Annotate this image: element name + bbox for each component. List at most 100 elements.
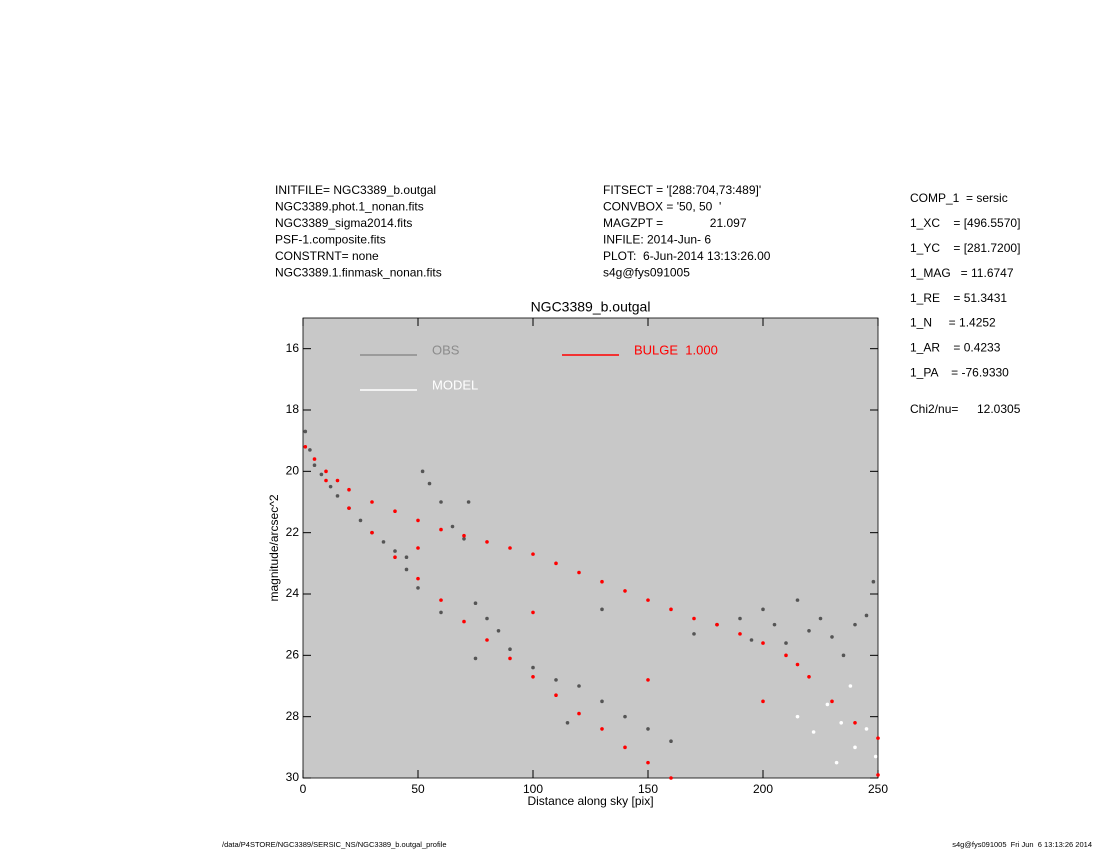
data-point <box>420 469 425 474</box>
legend-label: MODEL <box>432 377 478 392</box>
data-point <box>577 711 581 716</box>
fit-parameter: COMP_1 = sersic <box>910 191 1008 205</box>
data-point <box>795 662 800 667</box>
data-point <box>830 635 834 639</box>
header-middle-line: FITSECT = '[288:704,73:489]' <box>603 183 761 197</box>
data-point <box>485 540 489 544</box>
legend-label: BULGE 1.000 <box>634 342 718 357</box>
data-point <box>416 546 420 550</box>
data-point <box>404 567 409 572</box>
y-tick-label: 16 <box>286 341 300 355</box>
data-point <box>811 730 816 734</box>
data-point <box>485 638 489 642</box>
data-point <box>508 656 512 661</box>
fit-parameter: 1_N = 1.4252 <box>910 316 996 330</box>
x-tick-label: 50 <box>411 782 425 796</box>
data-point <box>623 714 627 719</box>
data-point <box>531 610 535 615</box>
data-point <box>853 622 857 627</box>
footer-left: /data/P4STORE/NGC3389/SERSIC_NS/NGC3389_… <box>222 840 447 849</box>
data-point <box>848 684 853 688</box>
data-point <box>565 721 570 725</box>
data-point <box>738 632 742 636</box>
data-point <box>646 678 650 682</box>
data-point <box>830 699 834 704</box>
data-point <box>876 773 880 777</box>
y-tick-label: 20 <box>286 464 300 478</box>
data-point <box>600 579 604 584</box>
data-point <box>347 487 351 492</box>
data-point <box>416 586 420 590</box>
data-point <box>761 699 765 704</box>
data-point <box>554 561 558 566</box>
y-tick-label: 26 <box>286 648 300 662</box>
data-point <box>462 533 466 538</box>
data-point <box>508 546 512 550</box>
data-point <box>439 610 443 615</box>
data-point <box>600 699 604 704</box>
data-point <box>303 429 308 434</box>
data-point <box>646 598 650 602</box>
data-point <box>416 518 420 523</box>
y-tick-label: 28 <box>286 709 300 723</box>
header-left-line: PSF-1.composite.fits <box>275 233 386 247</box>
data-point <box>715 622 719 627</box>
header-left-line: NGC3389.1.finmask_nonan.fits <box>275 266 442 280</box>
data-point <box>324 469 328 474</box>
data-point <box>795 714 800 719</box>
data-point <box>600 607 604 612</box>
header-middle-line: PLOT: 6-Jun-2014 13:13:26.00 <box>603 249 771 263</box>
chi2-label: Chi2/nu= <box>910 402 958 416</box>
data-point <box>358 518 363 523</box>
fit-parameter: 1_YC = [281.7200] <box>910 241 1020 255</box>
data-point <box>784 653 788 658</box>
y-tick-label: 18 <box>286 402 300 416</box>
data-point <box>669 739 673 743</box>
x-tick-label: 150 <box>638 782 658 796</box>
data-point <box>404 555 409 559</box>
data-point <box>554 693 558 697</box>
data-point <box>646 727 650 731</box>
data-point <box>784 641 788 645</box>
data-point <box>623 745 627 750</box>
data-point <box>577 570 581 575</box>
data-point <box>439 500 443 504</box>
footer-right: s4g@fys091005 Fri Jun 6 13:13:26 2014 <box>952 840 1092 849</box>
data-point <box>473 656 478 661</box>
data-point <box>554 678 558 682</box>
header-middle-line: s4g@fys091005 <box>603 266 690 280</box>
data-point <box>807 629 811 633</box>
data-point <box>669 776 673 780</box>
data-point <box>761 641 765 645</box>
data-point <box>600 727 604 731</box>
data-point <box>738 616 742 621</box>
data-point <box>577 684 581 688</box>
data-point <box>324 478 328 483</box>
x-tick-label: 250 <box>868 782 888 796</box>
data-point <box>347 506 351 510</box>
data-point <box>416 576 420 581</box>
data-point <box>646 760 650 765</box>
header-left-line: INITFILE= NGC3389_b.outgal <box>275 183 436 197</box>
data-point <box>818 616 823 621</box>
data-point <box>531 665 535 670</box>
data-point <box>370 500 374 504</box>
fit-parameter: 1_AR = 0.4233 <box>910 341 1001 355</box>
data-point <box>841 653 846 658</box>
header-left-line: NGC3389.phot.1_nonan.fits <box>275 200 424 214</box>
data-point <box>692 616 696 621</box>
header-middle-line: MAGZPT = 21.097 <box>603 216 747 230</box>
x-tick-label: 200 <box>753 782 773 796</box>
data-point <box>795 598 800 602</box>
data-point <box>312 457 317 461</box>
data-point <box>473 601 478 605</box>
data-point <box>335 478 340 483</box>
data-point <box>825 702 830 707</box>
x-tick-label: 0 <box>300 782 307 796</box>
data-point <box>853 721 857 725</box>
data-point <box>462 537 466 541</box>
data-point <box>749 638 754 642</box>
fit-parameter: 1_RE = 51.3431 <box>910 291 1007 305</box>
data-point <box>335 494 340 498</box>
data-point <box>531 675 535 679</box>
